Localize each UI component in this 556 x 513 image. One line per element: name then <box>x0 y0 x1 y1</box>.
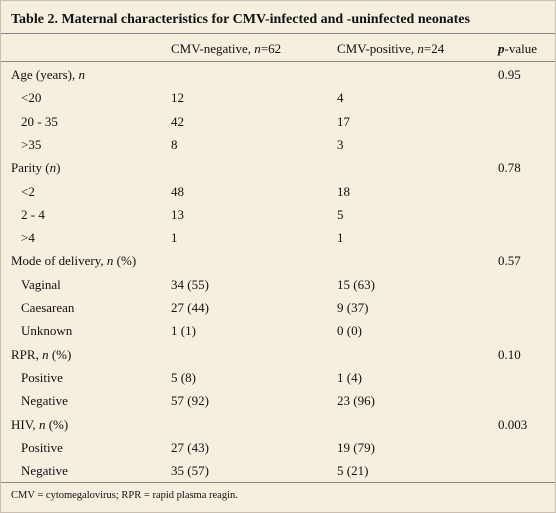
row-sublabel: Vaginal <box>21 277 61 293</box>
row-group-label: Age (years), n <box>11 67 85 83</box>
row-label-text: Age (years), <box>11 67 79 82</box>
cell-cmv-positive: 1 (4) <box>337 370 362 385</box>
row-sublabel: >35 <box>21 137 41 153</box>
row-group-label: RPR, n (%) <box>11 347 71 363</box>
cell-cmv-negative: 1 (1) <box>171 323 196 338</box>
cell-p-value: 0.003 <box>498 417 528 432</box>
header-cmv-positive-prefix: CMV-positive, <box>337 41 418 56</box>
row-label-text: Negative <box>21 463 68 478</box>
cell-p-value: 0.78 <box>498 160 521 175</box>
cell-cmv-negative: 5 (8) <box>171 370 196 385</box>
cell-cmv-positive: 18 <box>337 184 350 199</box>
cell-cmv-positive: 4 <box>337 90 344 105</box>
row-sublabel: Positive <box>21 440 63 456</box>
cell-cmv-negative: 34 (55) <box>171 277 209 292</box>
row-sublabel: <2 <box>21 184 35 200</box>
row-label-text: 2 - 4 <box>21 207 45 222</box>
header-p-letter: p <box>498 41 505 56</box>
row-label-tail: (%) <box>113 253 137 268</box>
cell-p-value: 0.10 <box>498 347 521 362</box>
row-label-text: Negative <box>21 393 68 408</box>
row-label-text: Mode of delivery, <box>11 253 107 268</box>
cell-p-value: 0.57 <box>498 253 521 268</box>
row-sublabel: Unknown <box>21 323 72 339</box>
row-label-n: n <box>49 160 57 175</box>
cell-p-value: 0.95 <box>498 67 521 82</box>
cell-cmv-negative: 27 (43) <box>171 440 209 455</box>
cell-cmv-negative: 13 <box>171 207 184 222</box>
cell-cmv-negative: 57 (92) <box>171 393 209 408</box>
row-group-label: HIV, n (%) <box>11 417 68 433</box>
row-label-text: Parity ( <box>11 160 50 175</box>
row-label-n: n <box>38 417 46 432</box>
cell-cmv-positive: 15 (63) <box>337 277 375 292</box>
row-label-text: <2 <box>21 184 35 199</box>
row-label-text: 20 - 35 <box>21 114 58 129</box>
row-group-label: Parity (n) <box>11 160 60 176</box>
cell-cmv-negative: 1 <box>171 230 178 245</box>
header-cmv-negative-suffix: =62 <box>260 41 282 56</box>
row-label-n: n <box>42 347 49 362</box>
header-rule <box>1 61 555 62</box>
cell-cmv-positive: 0 (0) <box>337 323 362 338</box>
cell-cmv-negative: 48 <box>171 184 184 199</box>
cell-cmv-negative: 35 (57) <box>171 463 209 478</box>
row-label-text: HIV, <box>11 417 39 432</box>
header-cmv-negative-prefix: CMV-negative, <box>171 41 255 56</box>
cell-cmv-positive: 5 (21) <box>337 463 369 478</box>
cell-cmv-positive: 23 (96) <box>337 393 375 408</box>
cell-cmv-positive: 9 (37) <box>337 300 369 315</box>
row-sublabel: <20 <box>21 90 41 106</box>
cell-cmv-positive: 3 <box>337 137 344 152</box>
row-label-tail: (%) <box>45 417 69 432</box>
row-sublabel: Negative <box>21 463 68 479</box>
row-label-text: Positive <box>21 370 63 385</box>
row-label-text: <20 <box>21 90 42 105</box>
cell-cmv-positive: 19 (79) <box>337 440 375 455</box>
row-label-text: >4 <box>21 230 35 245</box>
row-sublabel: >4 <box>21 230 35 246</box>
row-label-text: Positive <box>21 440 63 455</box>
cell-cmv-positive: 1 <box>337 230 344 245</box>
row-label-text: Vaginal <box>21 277 61 292</box>
row-label-n: n <box>106 253 114 268</box>
header-cmv-positive-suffix: =24 <box>423 41 445 56</box>
row-sublabel: Caesarean <box>21 300 74 316</box>
table-footnote: CMV = cytomegalovirus; RPR = rapid plasm… <box>11 490 238 501</box>
row-label-text: Caesarean <box>21 300 75 315</box>
row-group-label: Mode of delivery, n (%) <box>11 253 136 269</box>
table-caption: Table 2. Maternal characteristics for CM… <box>11 12 470 27</box>
header-cmv-negative-n: n <box>254 41 261 56</box>
header-cmv-positive-n: n <box>417 41 424 56</box>
row-sublabel: Positive <box>21 370 63 386</box>
header-cmv-negative: CMV-negative, n=62 <box>171 41 281 57</box>
header-cmv-positive: CMV-positive, n=24 <box>337 41 444 57</box>
row-label-text: RPR, <box>11 347 43 362</box>
row-label-text: >35 <box>21 137 42 152</box>
top-rule <box>1 33 555 34</box>
row-label-text: Unknown <box>21 323 73 338</box>
bottom-rule <box>1 482 555 483</box>
row-label-tail: (%) <box>48 347 72 362</box>
cell-cmv-negative: 42 <box>171 114 184 129</box>
header-p-value: p-value <box>498 41 537 57</box>
row-sublabel: 20 - 35 <box>21 114 58 130</box>
cell-cmv-negative: 12 <box>171 90 184 105</box>
cell-cmv-negative: 27 (44) <box>171 300 209 315</box>
row-label-n: n <box>78 67 86 82</box>
row-sublabel: 2 - 4 <box>21 207 45 223</box>
cell-cmv-positive: 5 <box>337 207 344 222</box>
cell-cmv-negative: 8 <box>171 137 178 152</box>
cell-cmv-positive: 17 <box>337 114 350 129</box>
row-label-tail: ) <box>56 160 61 175</box>
header-p-suffix: -value <box>504 41 537 56</box>
row-sublabel: Negative <box>21 393 68 409</box>
